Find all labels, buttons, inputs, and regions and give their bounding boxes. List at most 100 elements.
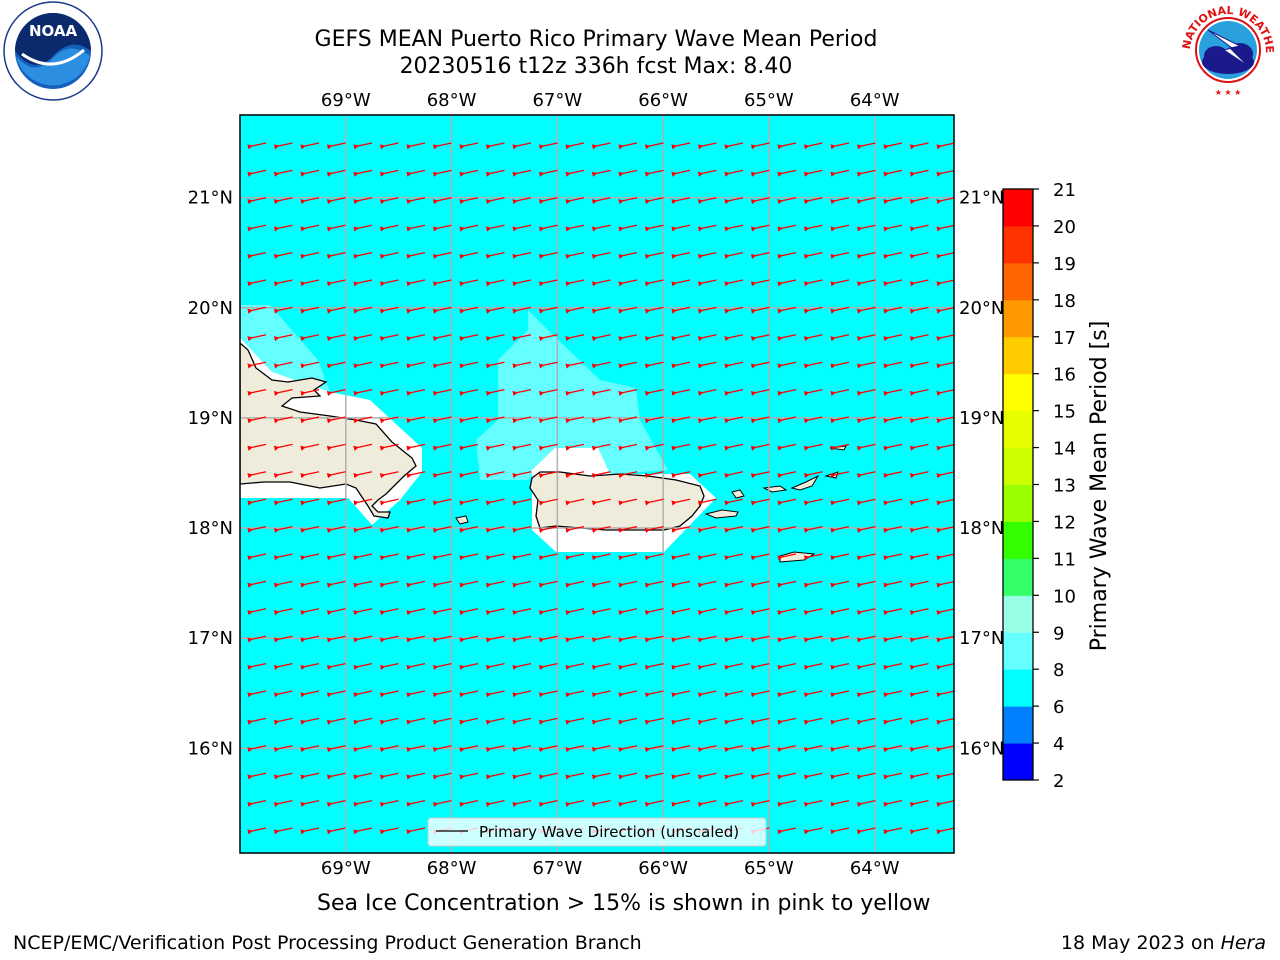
wave-arrow: [830, 553, 850, 561]
wave-arrow: [803, 525, 823, 534]
wave-arrow: [353, 279, 373, 287]
wave-arrow: [618, 635, 638, 643]
wave-arrow: [803, 717, 823, 725]
wave-arrow: [512, 251, 532, 260]
colorbar-segment: [1003, 225, 1033, 264]
wave-arrow: [909, 224, 929, 232]
wave-arrow: [300, 690, 320, 698]
wave-arrow: [300, 388, 320, 397]
wave-arrow: [459, 635, 479, 643]
lat-label: 20°N: [188, 298, 233, 319]
wave-arrow: [697, 169, 717, 177]
legend-label: Primary Wave Direction (unscaled): [479, 823, 739, 841]
wave-arrow: [406, 745, 426, 753]
wave-arrow: [432, 608, 452, 616]
wave-arrow: [644, 388, 664, 397]
wave-arrow: [750, 525, 770, 534]
wave-arrow: [856, 553, 876, 561]
wave-arrow: [856, 251, 876, 260]
wave-arrow: [777, 498, 797, 506]
wave-arrow: [750, 197, 770, 205]
wave-arrow: [697, 608, 717, 616]
wave-arrow: [273, 827, 293, 835]
wave-arrow: [750, 334, 770, 342]
wave-arrow: [565, 772, 585, 780]
wave-arrow: [565, 306, 585, 314]
wave-arrow: [697, 334, 717, 342]
chart-title: GEFS MEAN Puerto Rico Primary Wave Mean …: [314, 27, 878, 52]
wave-arrow: [565, 745, 585, 753]
wave-arrow: [406, 690, 426, 698]
wave-arrow: [273, 635, 293, 643]
wave-arrow: [909, 635, 929, 643]
colorbar-tick-label: 9: [1053, 623, 1064, 644]
wave-arrow: [406, 443, 426, 451]
lon-label: 65°W: [744, 858, 794, 879]
wave-arrow: [512, 498, 532, 506]
wave-arrow: [247, 608, 267, 616]
wave-arrow: [326, 197, 346, 205]
colorbar-segment: [1003, 632, 1033, 670]
wave-arrow: [353, 580, 373, 588]
lat-label: 19°N: [188, 408, 233, 429]
wave-arrow: [459, 799, 479, 808]
wave-arrow: [830, 334, 850, 342]
wave-arrow: [618, 799, 638, 808]
wave-arrow: [512, 361, 532, 369]
wave-arrow: [909, 279, 929, 287]
wave-arrow: [830, 279, 850, 287]
wave-arrow: [883, 361, 903, 369]
wave-arrow: [538, 251, 558, 260]
wave-arrow: [353, 553, 373, 561]
nws-logo: NATIONAL WEATHER SERVICE ★ ★ ★: [1178, 0, 1276, 98]
wave-arrow: [512, 580, 532, 588]
wave-arrow: [644, 662, 664, 671]
wave-arrow: [326, 471, 346, 479]
wave-arrow: [406, 251, 426, 260]
wave-arrow: [777, 251, 797, 260]
wave-arrow: [591, 635, 611, 643]
lat-label: 16°N: [959, 738, 1004, 759]
wave-arrow: [618, 717, 638, 725]
wave-arrow: [379, 827, 399, 835]
wave-arrow: [856, 169, 876, 177]
wave-arrow: [591, 608, 611, 616]
wave-arrow: [300, 279, 320, 287]
wave-arrow: [273, 662, 293, 671]
lat-labels-left: 21°N 20°N 19°N 18°N 17°N 16°N: [188, 188, 233, 760]
wave-arrow: [724, 799, 744, 808]
wave-arrow: [591, 745, 611, 753]
wave-arrow: [724, 498, 744, 506]
wave-arrow: [406, 717, 426, 725]
wave-arrow: [406, 498, 426, 506]
wave-arrow: [936, 526, 954, 534]
wave-arrow: [909, 827, 929, 835]
wave-arrow: [326, 388, 346, 397]
wave-arrow: [353, 662, 373, 671]
wave-arrow: [459, 662, 479, 671]
wave-arrow: [247, 745, 267, 753]
wave-arrow: [909, 361, 929, 369]
wave-arrow: [485, 306, 505, 314]
wave-arrow: [326, 142, 346, 150]
wave-arrow: [803, 772, 823, 780]
wave-arrow: [485, 690, 505, 698]
wave-arrow: [565, 334, 585, 342]
wave-arrow: [538, 443, 558, 451]
wave-arrow: [724, 388, 744, 397]
wave-arrow: [353, 443, 373, 451]
wave-arrow: [406, 471, 426, 479]
wave-arrow: [300, 635, 320, 643]
wave-arrow: [379, 416, 399, 424]
lon-label: 64°W: [850, 858, 900, 879]
wave-arrow: [724, 471, 744, 479]
wave-arrow: [512, 142, 532, 150]
wave-arrow: [379, 799, 399, 808]
wave-arrow: [777, 279, 797, 287]
wave-arrow: [856, 690, 876, 698]
wave-arrow: [883, 388, 903, 397]
lat-label: 21°N: [188, 188, 233, 209]
lat-label: 17°N: [188, 628, 233, 649]
wave-arrow: [538, 635, 558, 643]
wave-arrow: [830, 224, 850, 232]
